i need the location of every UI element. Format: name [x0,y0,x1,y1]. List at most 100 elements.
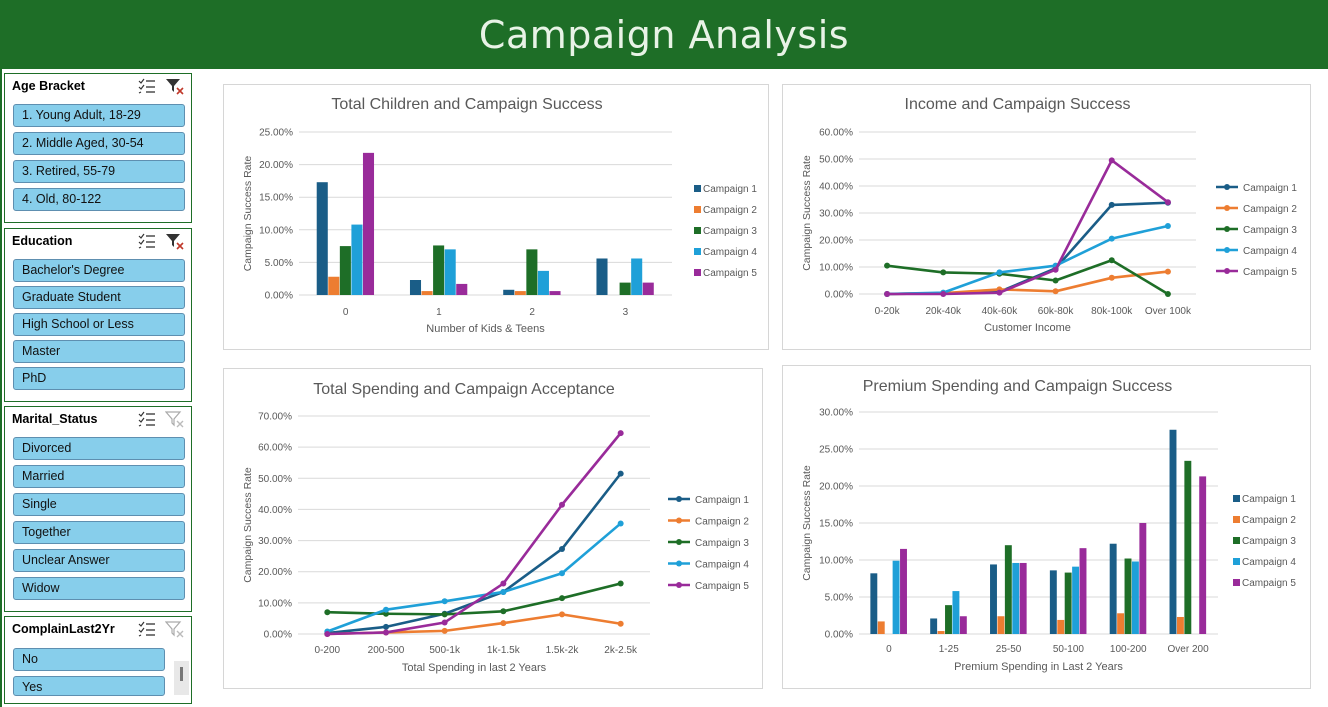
slicer-header: Education [5,229,191,255]
slicer-complain-last-2yr: ComplainLast2Yr No Yes [4,616,192,704]
slicer-item-divorced[interactable]: Divorced [13,437,185,460]
multi-select-icon[interactable] [137,410,157,428]
data-point [441,598,448,605]
slicer-item-yes[interactable]: Yes [13,676,165,696]
slicer-item-single[interactable]: Single [13,493,185,516]
bar [596,258,608,295]
multi-select-icon[interactable] [137,77,157,95]
clear-filter-icon[interactable] [165,232,185,250]
data-point [383,623,389,630]
x-axis-title: Premium Spending in Last 2 Years [954,661,1123,673]
legend-label: Campaign 5 [703,268,757,279]
slicer-item-widow[interactable]: Widow [13,577,185,600]
slicer-education: Education Bachelor's Degree Graduate Stu… [4,228,192,402]
x-tick-label: 60k-80k [1038,306,1075,317]
legend-swatch [694,269,701,276]
y-tick-label: 40.00% [819,182,853,193]
slicer-item-retired[interactable]: 3. Retired, 55-79 [13,160,185,183]
clear-filter-icon[interactable] [165,620,185,638]
clear-filter-icon[interactable] [165,410,185,428]
slicer-title: Age Bracket [12,79,85,93]
y-axis-title: Campaign Success Rate [242,467,254,583]
page-title: Campaign Analysis [478,12,850,57]
slicer-scrollbar[interactable] [174,661,189,695]
bar [1169,429,1177,634]
slicer-title: Education [12,234,73,248]
legend-swatch [694,206,701,213]
slicer-item-unclear-answer[interactable]: Unclear Answer [13,549,185,572]
data-point [884,291,891,297]
chart-income[interactable]: Income and Campaign Success 0.00% 10.00% 20… [782,84,1311,350]
x-tick-label: Over 200 [1168,644,1210,655]
bar [642,282,654,295]
slicer-age-bracket: Age Bracket 1. Young Adult, 18-29 2. Mid… [4,73,192,223]
series-line [327,432,622,636]
x-tick-label: 1.5k-2k [546,645,580,656]
bar [1184,460,1192,634]
legend-label: Campaign 2 [703,205,757,216]
slicer-header: ComplainLast2Yr [5,617,191,643]
slicer-item-graduate[interactable]: Graduate Student [13,286,185,309]
slicer-item-married[interactable]: Married [13,465,185,488]
title-banner: Campaign Analysis [0,0,1328,69]
slicer-item-master[interactable]: Master [13,340,185,363]
legend-label: Campaign 2 [1242,515,1296,526]
data-point [940,269,947,276]
y-axis-title: Campaign Success Rate [242,156,254,272]
slicer-item-together[interactable]: Together [13,521,185,544]
y-tick-label: 25.00% [259,128,293,139]
chart-total-spending[interactable]: Total Spending and Campaign Acceptance 0.… [223,368,763,689]
slicer-item-high-school[interactable]: High School or Less [13,313,185,336]
y-tick-label: 20.00% [259,160,293,171]
x-tick-label: 500-1k [429,645,461,656]
bar [409,280,422,295]
bar [1049,570,1057,634]
bar [1109,543,1117,634]
x-tick-label: 2 [529,307,535,318]
data-point [1164,199,1171,206]
legend-label: Campaign 4 [1242,557,1296,568]
legend-marker [1224,184,1230,190]
data-point [940,291,947,297]
legend-label: Campaign 1 [1243,183,1297,194]
legend-label: Campaign 3 [703,226,757,237]
x-tick-label: 0 [343,307,349,318]
legend-label: Campaign 1 [695,495,749,506]
y-tick-label: 10.00% [819,556,853,567]
slicer-item-no[interactable]: No [13,648,165,671]
chart-total-children[interactable]: Total Children and Campaign Success 0.00%… [223,84,769,350]
x-tick-label: 50-100 [1053,644,1085,655]
y-tick-label: 0.00% [825,630,853,641]
legend-swatch [1233,579,1240,586]
y-tick-label: 10.00% [819,263,853,274]
clear-filter-icon[interactable] [165,77,185,95]
slicer-header: Marital_Status [5,407,191,433]
y-tick-label: 30.00% [819,408,853,419]
sheet-edge [0,69,2,707]
multi-select-icon[interactable] [137,620,157,638]
bar [537,270,549,295]
data-point [1108,201,1115,208]
multi-select-icon[interactable] [137,232,157,250]
data-point [884,262,891,269]
data-point [1052,288,1059,295]
slicer-item-young-adult[interactable]: 1. Young Adult, 18-29 [13,104,185,127]
bar [339,246,351,295]
slicer-item-middle-aged[interactable]: 2. Middle Aged, 30-54 [13,132,185,155]
bar [351,224,363,295]
chart-svg: Total Children and Campaign Success 0.00%… [242,96,757,335]
bar [328,276,340,295]
slicer-item-phd[interactable]: PhD [13,367,185,390]
x-tick-label: 1k-1.5k [487,645,521,656]
bar [1139,523,1147,634]
bar [526,249,538,295]
bar [456,283,468,295]
chart-svg: Income and Campaign Success 0.00% 10.00% 20… [801,96,1297,334]
series-line [887,159,1169,296]
x-tick-label: 1-25 [939,644,959,655]
slicer-item-bachelors[interactable]: Bachelor's Degree [13,259,185,282]
x-tick-label: 3 [623,307,629,318]
scrollbar-thumb[interactable] [180,667,183,681]
chart-premium-spending[interactable]: Premium Spending and Campaign Success 0.0… [782,365,1311,689]
slicer-item-old[interactable]: 4. Old, 80-122 [13,188,185,211]
